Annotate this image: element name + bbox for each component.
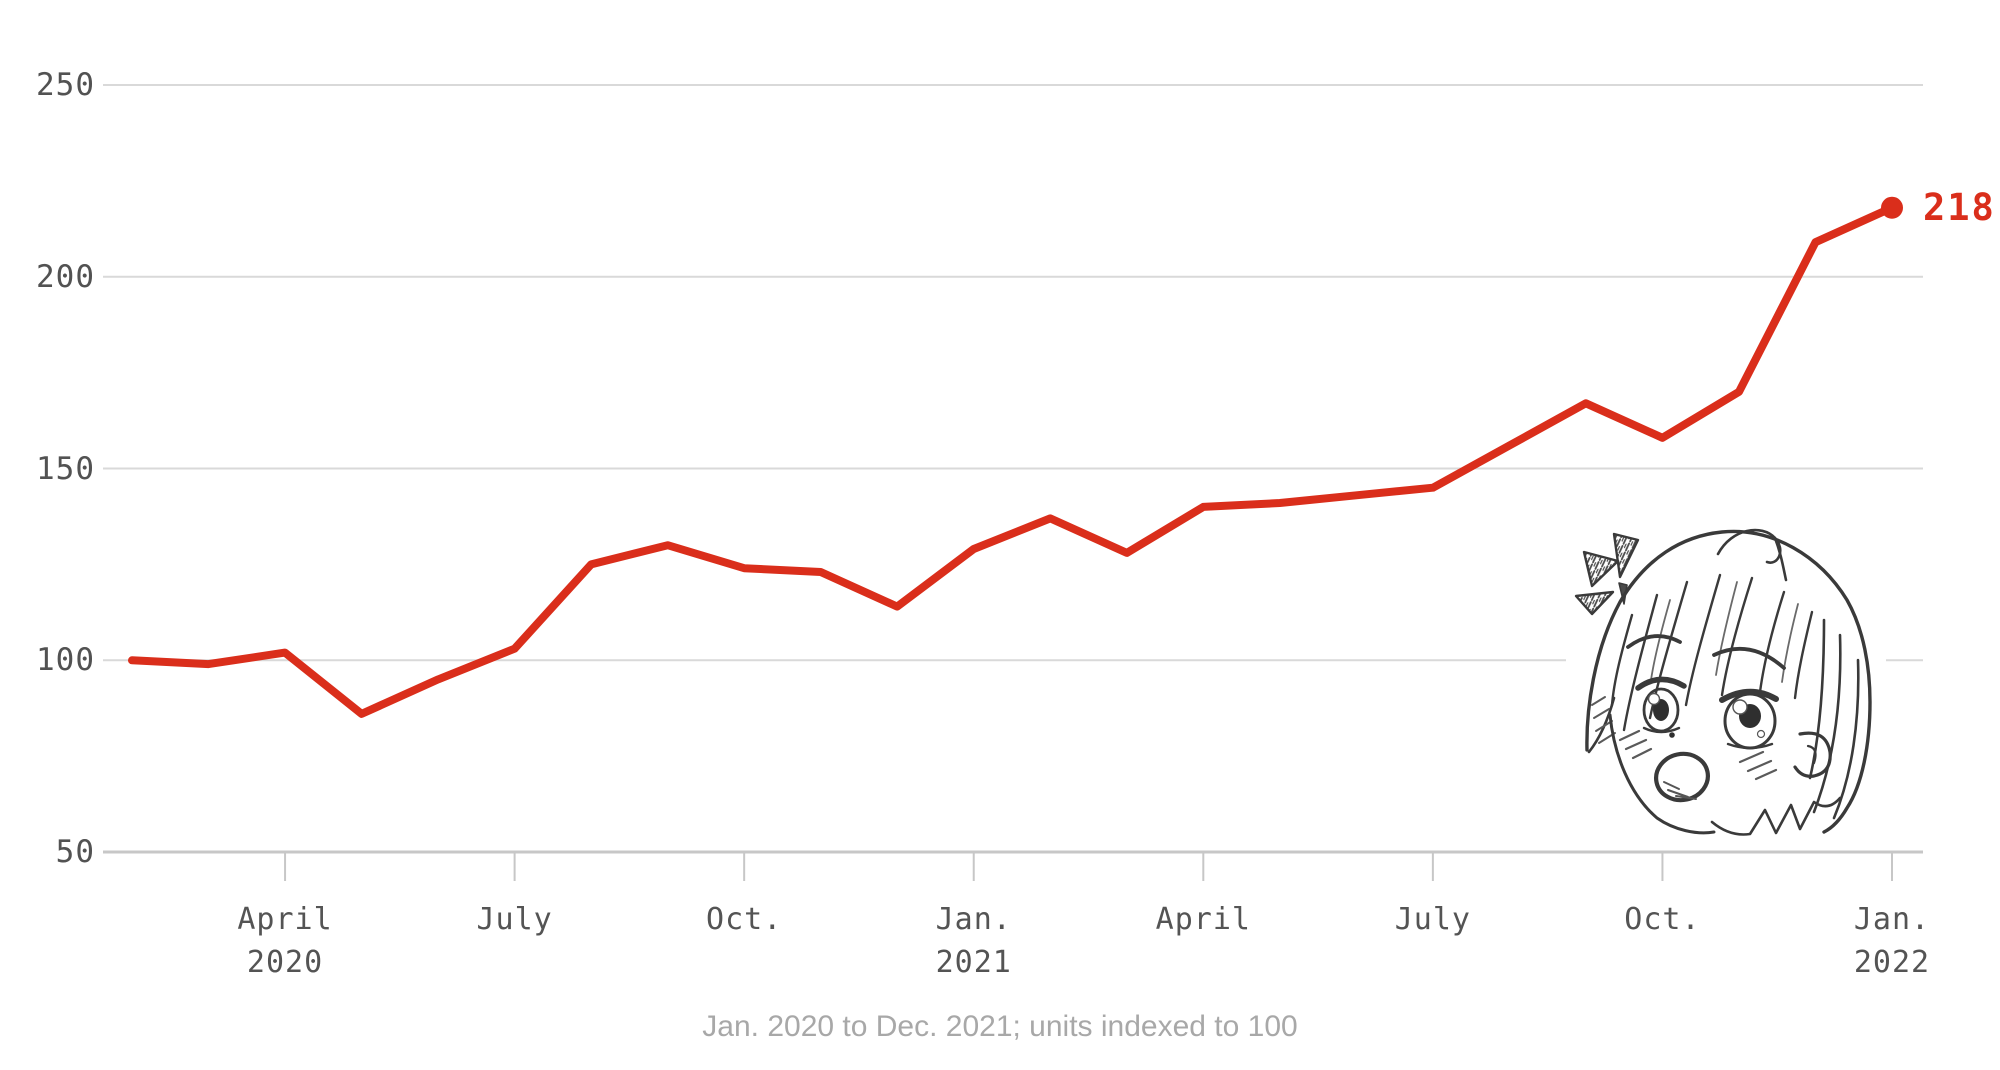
- sketch-ear: [1793, 731, 1832, 778]
- chart-caption: Jan. 2020 to Dec. 2021; units indexed to…: [702, 1010, 1298, 1043]
- x-axis-label: April: [1093, 898, 1313, 941]
- sketch-blush: [1618, 729, 1778, 781]
- x-axis-label-month: July: [476, 902, 553, 937]
- data-series: [128, 196, 1903, 718]
- sketch-nose: [1669, 732, 1675, 738]
- x-axis-label-month: Oct.: [706, 902, 783, 937]
- sketch-bangs: [1610, 573, 1814, 732]
- y-axis-label-200: 200: [36, 258, 95, 295]
- x-axis-label: July: [1323, 898, 1543, 941]
- x-axis-label-month: July: [1394, 902, 1471, 937]
- axis-ticks: [284, 853, 1893, 881]
- x-axis-label-year: 2021: [935, 945, 1012, 980]
- y-axis-label-250: 250: [36, 67, 95, 103]
- x-axis-label-year: 2020: [246, 945, 324, 980]
- x-axis-label: July: [405, 898, 625, 941]
- x-axis-label-year: 2022: [1853, 945, 1931, 980]
- y-axis-label-150: 150: [36, 450, 95, 487]
- x-axis-label-month: April: [237, 902, 333, 937]
- surprised-anime-girl-sketch: [1566, 506, 1886, 844]
- sketch-eyebrows: [1626, 634, 1786, 670]
- x-axis-label-month: April: [1155, 902, 1251, 937]
- x-axis-label: Jan. 2022: [1782, 898, 2000, 984]
- sketch-eye-left: [1635, 676, 1687, 734]
- y-axis-label-100: 100: [36, 642, 95, 679]
- x-axis-label-month: Oct.: [1624, 902, 1701, 937]
- sketch-face-outline: [1608, 713, 1716, 835]
- x-axis-label-month: Jan.: [935, 902, 1012, 937]
- y-axis-label-50: 50: [55, 834, 95, 870]
- sketch-strokes: [1574, 528, 1872, 836]
- x-axis-label: April 2020: [175, 898, 395, 984]
- sketch-hair-ends: [1710, 796, 1842, 836]
- x-axis-label: Jan. 2021: [864, 898, 1084, 984]
- x-axis-label: Oct.: [634, 898, 854, 941]
- series-end-dot: [1881, 196, 1903, 219]
- surprise-marks-icon: [1574, 532, 1640, 616]
- end-value-label: 218: [1923, 185, 1996, 229]
- x-axis-label-month: Jan.: [1853, 902, 1931, 937]
- sketch-hair-outline: [1585, 529, 1872, 834]
- sketch-eye-right: [1719, 688, 1779, 750]
- series-line: [128, 203, 1896, 718]
- sketch-mouth: [1654, 751, 1710, 803]
- x-axis-label: Oct.: [1552, 898, 1772, 941]
